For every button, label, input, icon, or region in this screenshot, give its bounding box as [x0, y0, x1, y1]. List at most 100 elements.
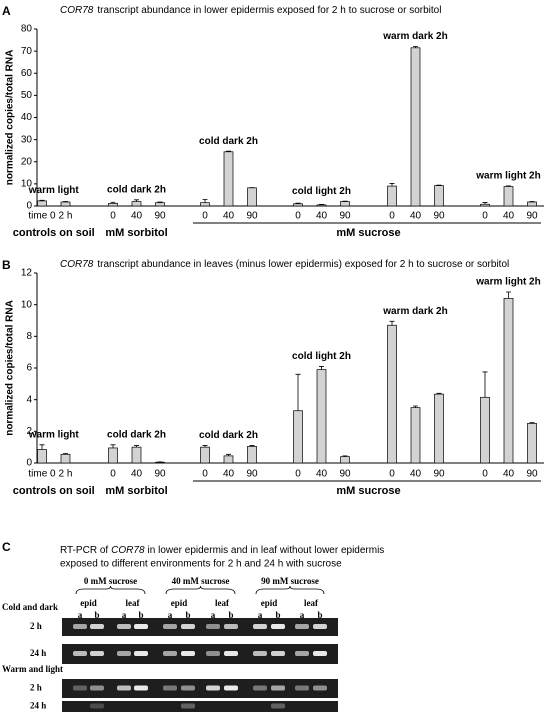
y-tick-label: 6: [26, 363, 32, 374]
error-bar: [319, 366, 324, 370]
bar: [503, 297, 514, 464]
group-label: warm dark 2h: [382, 31, 447, 42]
y-tick-label: 0: [26, 458, 32, 469]
brace: [165, 585, 236, 595]
gel-band: [206, 685, 220, 691]
bar: [108, 202, 118, 207]
y-tick-label: 60: [21, 68, 33, 79]
condition-label: Cold and dark: [2, 602, 58, 612]
section-label: controls on soil: [13, 485, 95, 497]
caption-gene: COR78: [111, 545, 145, 556]
title-text: transcript abundance in lower epidermis …: [97, 5, 441, 16]
time-label: 24 h: [30, 648, 46, 658]
gel-band: [295, 624, 309, 629]
bar: [527, 423, 537, 464]
bar: [155, 461, 165, 464]
bar: [131, 201, 142, 207]
gel-band: [73, 624, 87, 629]
bar: [293, 410, 303, 464]
treatment-label: 0 mM sucrose: [84, 576, 137, 586]
bar: [155, 202, 165, 207]
x-tick-label: 40: [131, 469, 143, 480]
x-tick-label: 0: [389, 469, 395, 480]
bar: [410, 47, 421, 207]
tissue-label: leaf: [126, 598, 141, 608]
x-tick-label: 0: [202, 211, 208, 222]
gel-band: [206, 624, 220, 629]
x-tick-label: 0: [110, 211, 116, 222]
x-tick-label: 90: [433, 211, 445, 222]
gel-band: [253, 624, 267, 629]
gel-strip: [62, 644, 338, 664]
y-axis-label: normalized copies/total RNA: [5, 300, 16, 436]
error-bar: [506, 291, 511, 299]
gel-band: [181, 703, 195, 709]
x-tick-label: 40: [503, 211, 515, 222]
gel-band: [313, 651, 327, 656]
title-gene: COR78: [60, 259, 94, 270]
gel-band: [313, 624, 327, 629]
gel-band: [253, 685, 267, 691]
bar: [37, 200, 47, 207]
bar: [340, 201, 350, 207]
bar: [387, 324, 397, 464]
x-tick-label: 90: [339, 211, 351, 222]
bar: [316, 369, 327, 464]
replicate-label: b: [138, 610, 143, 620]
x-tick-label: 2 h: [59, 211, 73, 222]
error-bar: [506, 185, 511, 187]
gel-band: [73, 685, 87, 691]
bar: [434, 393, 444, 464]
gel-band: [224, 651, 238, 656]
gel-band: [163, 624, 177, 629]
x-tick-label: 90: [526, 211, 538, 222]
replicate-label: a: [78, 610, 83, 620]
replicate-label: b: [317, 610, 322, 620]
replicate-label: b: [228, 610, 233, 620]
replicate-label: b: [185, 610, 190, 620]
gel-strip: [62, 701, 338, 712]
bar: [108, 447, 118, 464]
group-label: warm light 2h: [475, 171, 540, 182]
tissue-label: leaf: [215, 598, 230, 608]
gel-band: [295, 651, 309, 656]
error-bar: [110, 444, 116, 448]
gel-band: [134, 624, 148, 629]
group-label: cold dark 2h: [199, 136, 258, 147]
condition-label: Warm and light: [2, 664, 63, 674]
x-tick-label: 40: [410, 469, 422, 480]
bar: [37, 449, 47, 464]
bar: [60, 453, 71, 464]
x-tick-label: 0: [482, 469, 488, 480]
y-axis-label: normalized copies/total RNA: [5, 50, 16, 186]
replicate-label: b: [94, 610, 99, 620]
brace: [255, 585, 325, 595]
error-bar: [226, 453, 231, 456]
bar: [200, 446, 210, 464]
error-bar: [202, 445, 208, 448]
x-tick-label: 90: [339, 469, 351, 480]
gel-band: [117, 624, 131, 629]
tissue-label: epid: [80, 598, 97, 608]
bar: [223, 151, 234, 207]
x-tick-label: 90: [154, 211, 166, 222]
error-bar: [110, 201, 116, 204]
y-tick-label: 30: [21, 134, 33, 145]
section-label: controls on soil: [13, 227, 95, 239]
group-label: cold dark 2h: [107, 429, 166, 440]
bar: [434, 185, 444, 207]
gel-band: [181, 651, 195, 656]
error-bar: [157, 201, 163, 203]
gel-band: [224, 685, 238, 691]
gel-band: [117, 685, 131, 691]
replicate-label: a: [300, 610, 305, 620]
group-label: warm light: [28, 185, 80, 196]
error-bar: [63, 453, 68, 455]
x-tick-label: 0: [202, 469, 208, 480]
error-bar: [389, 320, 395, 326]
error-bar: [39, 199, 45, 201]
bar: [247, 187, 257, 207]
bar: [60, 201, 71, 207]
gel-band: [313, 685, 327, 691]
gel-band: [90, 624, 104, 629]
